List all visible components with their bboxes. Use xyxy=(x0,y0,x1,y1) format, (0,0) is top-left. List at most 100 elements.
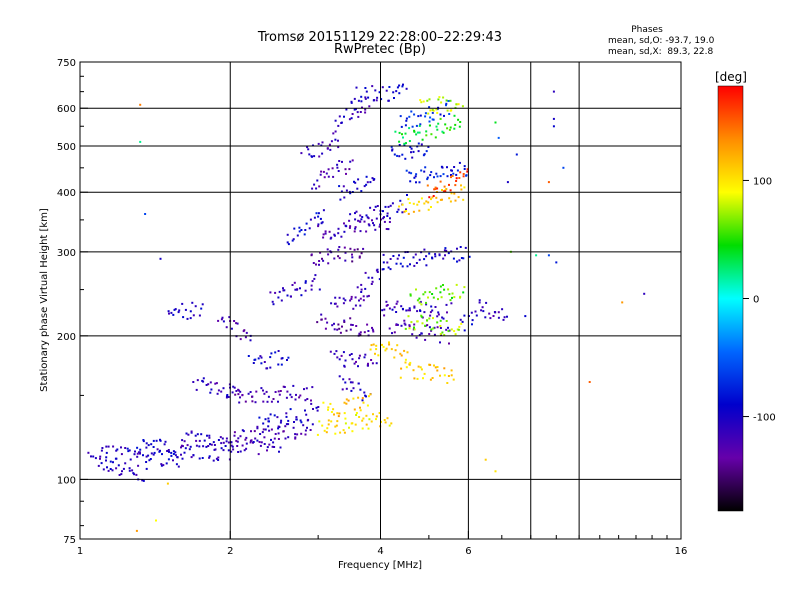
data-point xyxy=(455,173,458,176)
data-point xyxy=(348,226,351,229)
data-point xyxy=(391,308,394,311)
data-point xyxy=(277,427,280,430)
data-point xyxy=(147,444,150,447)
data-point xyxy=(292,384,295,387)
data-point xyxy=(99,457,101,460)
data-point xyxy=(340,190,343,193)
data-point xyxy=(99,455,102,458)
data-point xyxy=(445,99,448,102)
data-point xyxy=(414,253,417,256)
data-point xyxy=(289,408,292,411)
data-point xyxy=(535,254,538,257)
data-point xyxy=(287,243,290,246)
data-point xyxy=(150,452,153,455)
data-point xyxy=(192,454,195,457)
data-point xyxy=(386,304,389,306)
data-point xyxy=(448,183,450,186)
data-point xyxy=(465,174,468,177)
data-point xyxy=(230,450,233,453)
data-point xyxy=(431,108,434,111)
data-point xyxy=(201,457,204,459)
data-point xyxy=(142,454,144,457)
data-point xyxy=(357,396,360,399)
data-point xyxy=(389,217,391,220)
data-point xyxy=(383,220,386,223)
data-point xyxy=(431,377,434,379)
data-point xyxy=(336,328,339,331)
data-point xyxy=(436,111,439,114)
data-point xyxy=(207,383,210,386)
data-point xyxy=(334,302,337,305)
data-point xyxy=(456,328,459,331)
data-point xyxy=(391,148,394,151)
data-point xyxy=(437,298,439,301)
data-point xyxy=(350,297,353,300)
data-point xyxy=(413,306,416,309)
data-point xyxy=(337,227,340,230)
data-point xyxy=(336,420,339,423)
y-tick-label: 300 xyxy=(57,248,76,259)
data-point xyxy=(348,354,351,357)
data-point xyxy=(187,433,190,436)
data-point xyxy=(220,442,223,445)
data-point xyxy=(144,213,147,215)
data-point xyxy=(181,302,184,305)
data-point xyxy=(274,433,277,435)
data-point xyxy=(298,226,301,229)
data-point xyxy=(317,223,320,226)
data-point xyxy=(426,184,429,187)
data-point xyxy=(432,327,435,330)
data-point xyxy=(319,217,322,220)
data-point xyxy=(453,127,456,130)
data-point xyxy=(445,320,448,322)
data-point xyxy=(399,115,402,118)
data-point xyxy=(367,294,370,297)
data-point xyxy=(311,280,314,283)
data-point xyxy=(378,278,381,281)
data-point xyxy=(407,315,410,318)
data-point xyxy=(447,375,450,377)
chart-subtitle: RwPretec (Bp) xyxy=(334,42,426,57)
data-point xyxy=(391,149,394,152)
data-point xyxy=(439,180,442,183)
data-point xyxy=(344,259,347,262)
data-point xyxy=(287,356,290,359)
data-point xyxy=(334,425,337,428)
data-point xyxy=(368,224,371,227)
data-point xyxy=(354,181,357,184)
data-point xyxy=(367,395,370,398)
data-point xyxy=(373,209,376,211)
data-point xyxy=(302,424,305,427)
data-point xyxy=(150,443,153,446)
data-point xyxy=(269,291,272,294)
data-point xyxy=(330,420,333,423)
data-point xyxy=(167,310,170,313)
data-point xyxy=(217,439,220,441)
data-point xyxy=(441,189,443,191)
data-point xyxy=(360,95,363,98)
data-point xyxy=(372,222,374,225)
data-point xyxy=(412,150,415,153)
y-tick-label: 500 xyxy=(57,142,76,153)
data-point xyxy=(383,419,386,421)
data-point xyxy=(350,323,353,326)
data-point xyxy=(423,311,426,314)
data-point xyxy=(428,106,431,109)
data-point xyxy=(244,400,247,403)
data-point xyxy=(393,153,396,156)
y-tick-label: 750 xyxy=(57,58,76,69)
data-point xyxy=(186,317,189,320)
data-point xyxy=(433,333,436,336)
data-point xyxy=(279,446,282,449)
data-point xyxy=(202,380,205,383)
data-point xyxy=(444,254,446,257)
data-point xyxy=(425,200,428,203)
data-point xyxy=(405,366,408,369)
data-point xyxy=(416,310,419,313)
data-point xyxy=(206,434,208,437)
data-point xyxy=(337,139,339,142)
data-point xyxy=(142,440,145,443)
data-point xyxy=(321,221,324,224)
data-point xyxy=(198,457,201,460)
data-point xyxy=(420,101,423,104)
